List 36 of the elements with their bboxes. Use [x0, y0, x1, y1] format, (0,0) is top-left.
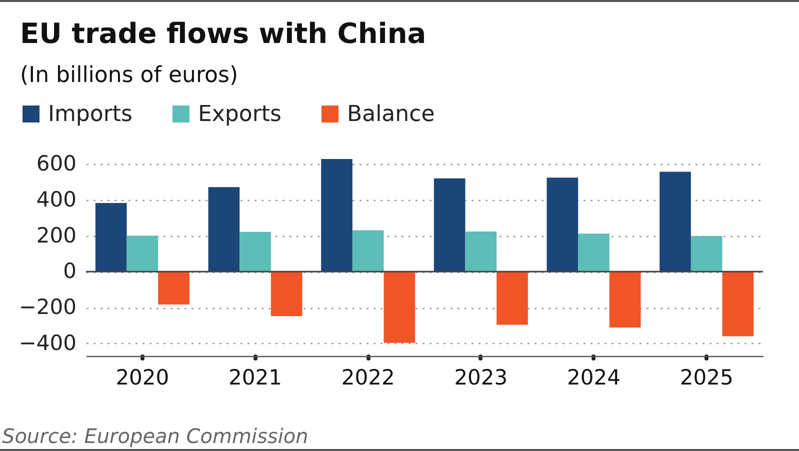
- bar: [240, 232, 271, 272]
- bar: [384, 272, 416, 343]
- source-note: Source: European Commission: [2, 424, 308, 448]
- bar: [158, 272, 190, 305]
- y-tick-label: 600: [36, 152, 76, 176]
- y-tick-label: 200: [36, 223, 76, 248]
- y-tick-label: 400: [36, 187, 76, 212]
- y-tick-label: −200: [18, 295, 76, 320]
- legend-label: Imports: [48, 102, 132, 127]
- y-tick-label: 0: [63, 259, 76, 284]
- bar: [496, 272, 528, 325]
- x-tick-label: 2022: [341, 366, 395, 390]
- bar: [660, 172, 691, 272]
- bar: [95, 202, 127, 272]
- x-tick-label: 2025: [680, 366, 734, 390]
- x-tick-label: 2024: [567, 366, 620, 390]
- bar: [690, 236, 722, 272]
- bar: [546, 178, 578, 272]
- bar: [126, 236, 158, 272]
- bar: [722, 272, 754, 336]
- chart-subtitle: (In billions of euros): [20, 63, 238, 88]
- bar: [609, 272, 641, 328]
- bar: [208, 187, 240, 272]
- legend-label: Exports: [198, 102, 282, 127]
- bar: [578, 234, 610, 272]
- legend-label: Balance: [347, 102, 435, 127]
- x-tick-label: 2023: [454, 366, 508, 390]
- bar: [465, 231, 497, 272]
- x-tick-label: 2020: [116, 366, 170, 390]
- bar: [321, 159, 352, 272]
- y-tick-label: −400: [18, 330, 76, 355]
- chart-title: EU trade flows with China: [20, 17, 426, 50]
- x-tick-label: 2021: [228, 366, 282, 390]
- bar: [270, 272, 302, 316]
- bar: [434, 178, 466, 272]
- bar: [352, 230, 384, 272]
